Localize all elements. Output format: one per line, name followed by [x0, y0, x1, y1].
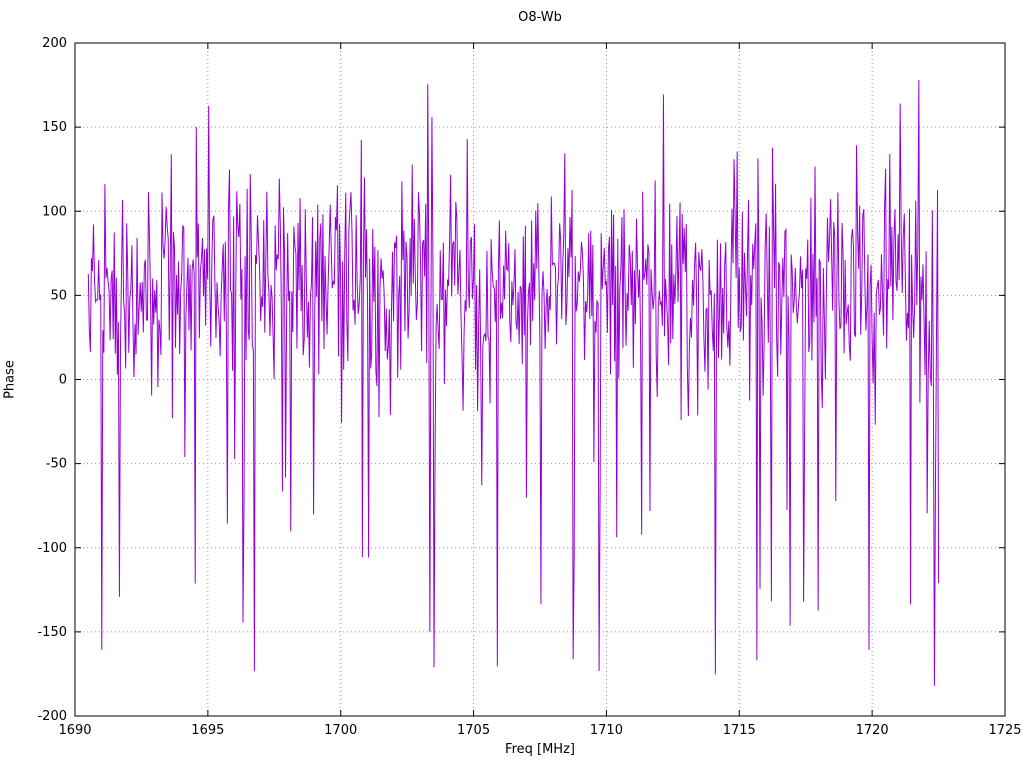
y-tick-label: -150: [37, 625, 67, 640]
data-series-line: [87, 80, 940, 686]
y-axis-label: Phase: [2, 360, 18, 399]
x-tick-label: 1690: [58, 723, 91, 738]
x-tick-label: 1710: [590, 723, 623, 738]
x-tick-label: 1720: [856, 723, 889, 738]
y-tick-label: 200: [42, 36, 67, 51]
tick-labels: 1690 1695 1700 1705 1710 1715 1720 1725 -200 -150…: [37, 36, 1021, 738]
chart-title: O8-Wb: [518, 10, 562, 25]
y-tick-label: -200: [37, 709, 67, 724]
y-tick-label: -50: [46, 457, 67, 472]
y-tick-label: -100: [37, 541, 67, 556]
x-tick-label: 1705: [457, 723, 490, 738]
y-tick-label: 150: [42, 120, 67, 135]
y-tick-label: 50: [50, 288, 67, 303]
y-tick-label: 0: [59, 373, 67, 388]
x-tick-label: 1695: [191, 723, 224, 738]
y-tick-label: 100: [42, 204, 67, 219]
plot-border: [74, 42, 1006, 717]
x-tick-label: 1725: [988, 723, 1021, 738]
x-axis-label: Freq [MHz]: [505, 742, 575, 757]
x-tick-label: 1715: [723, 723, 756, 738]
x-tick-label: 1700: [324, 723, 357, 738]
